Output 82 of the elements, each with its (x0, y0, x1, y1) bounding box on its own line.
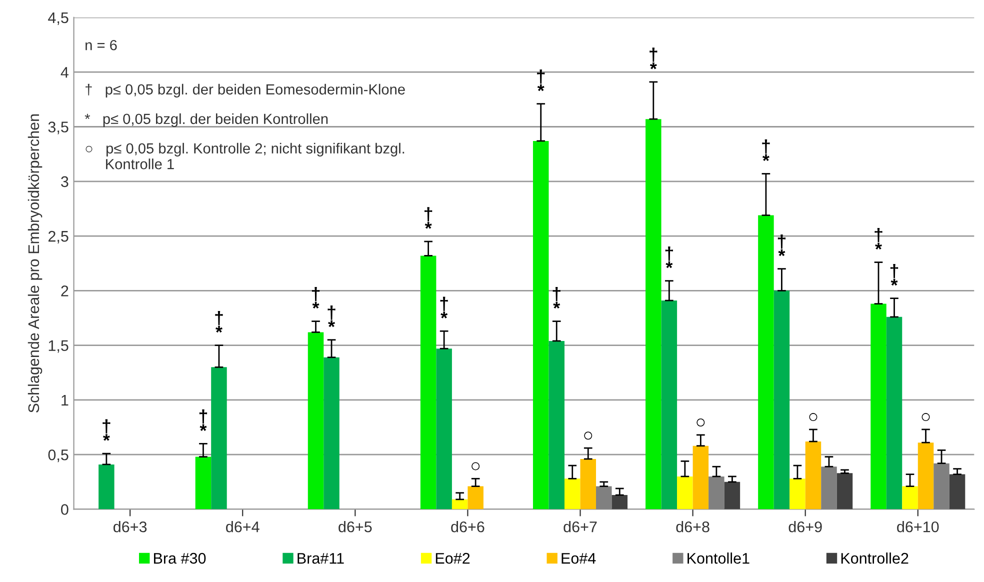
bar (774, 290, 790, 510)
data-label: † * (665, 246, 673, 268)
data-label: ○ (696, 418, 705, 426)
bar (692, 446, 709, 510)
bar (821, 466, 837, 510)
legend-label: Bra#11 (298, 553, 344, 564)
bar (870, 304, 886, 510)
data-label: † * (328, 306, 336, 328)
bar (790, 478, 806, 510)
bar (436, 348, 452, 510)
legend-label: Kontolle1 (688, 552, 750, 564)
data-label: † * (537, 69, 545, 92)
bar (949, 474, 966, 510)
legend-label: Bra #30 (154, 552, 206, 564)
data-label: ○ (472, 462, 480, 470)
y-tick-label: 1 (62, 394, 68, 406)
y-tick-label: 1,5 (48, 340, 68, 353)
annotation: † p≤ 0,05 bzgl. der beiden Eomesodermin-Klone (86, 84, 405, 98)
y-tick-label: 4,5 (48, 12, 68, 25)
x-tick-label: d6+10 (897, 521, 939, 532)
bar (420, 256, 436, 510)
data-label: † * (778, 234, 786, 256)
data-label: † * (102, 419, 110, 441)
bar (708, 476, 724, 510)
y-tick-label: 3,5 (48, 122, 68, 134)
data-label: † * (440, 296, 448, 318)
bar (758, 215, 774, 510)
bar (646, 119, 662, 510)
data-label: ○ (922, 413, 930, 422)
data-label: ○ (809, 413, 818, 422)
bar (724, 482, 740, 510)
x-tick-label: d6+6 (451, 521, 484, 532)
x-tick-label: d6+8 (676, 521, 710, 532)
data-label: † * (424, 207, 432, 229)
legend-label: Eo#4 (562, 553, 596, 564)
y-tick-label: 2,5 (48, 230, 68, 244)
y-tick-label: 0,5 (48, 449, 68, 462)
bar (596, 486, 612, 510)
bar (195, 456, 212, 510)
bar (934, 463, 950, 510)
data-label: † * (312, 286, 320, 309)
y-tick-label: 4 (60, 67, 68, 78)
annotation: n = 6 (86, 40, 117, 50)
y-tick-label: 3 (61, 176, 68, 188)
annotation: ○ p≤ 0,05 bzgl. Kontrolle 2; nicht signifikant bzgl. Kontrolle 1 (86, 142, 404, 170)
bar (580, 458, 596, 510)
data-label: † * (762, 139, 770, 162)
y-axis-title: Schlagende Areale pro Embryoidkörperchen (28, 114, 42, 413)
bar (452, 499, 468, 510)
bar (211, 367, 227, 510)
bar (836, 473, 853, 510)
data-label: † * (215, 310, 223, 333)
y-tick-label: 0 (61, 504, 68, 515)
data-label: ○ (584, 432, 592, 440)
x-tick-label: d6+4 (226, 521, 260, 532)
bar (886, 316, 902, 510)
bar (902, 486, 918, 510)
data-label: † * (874, 228, 882, 250)
bar (548, 340, 564, 510)
data-label: † * (199, 409, 208, 431)
x-tick-label: d6+3 (114, 521, 147, 532)
legend-label: Eo#2 (436, 552, 470, 564)
bar (532, 140, 549, 510)
bar (677, 476, 693, 510)
data-label: † * (552, 286, 560, 309)
bar (468, 486, 484, 510)
bar (564, 478, 580, 510)
x-tick-label: d6+7 (564, 521, 597, 532)
annotation: * p≤ 0,05 bzgl. der beiden Kontrollen (84, 113, 328, 127)
data-label: † * (650, 48, 658, 70)
bar (918, 442, 934, 510)
bar (612, 495, 628, 510)
bar (324, 357, 340, 510)
bar (805, 441, 822, 510)
legend-label: Kontrolle2 (841, 552, 908, 564)
y-tick-label: 2 (61, 286, 68, 296)
bar (308, 332, 324, 510)
bar (661, 300, 678, 510)
bar (98, 464, 114, 510)
x-tick-label: d6+9 (788, 521, 822, 532)
x-tick-label: d6+5 (338, 521, 372, 532)
data-label: † * (890, 264, 898, 286)
